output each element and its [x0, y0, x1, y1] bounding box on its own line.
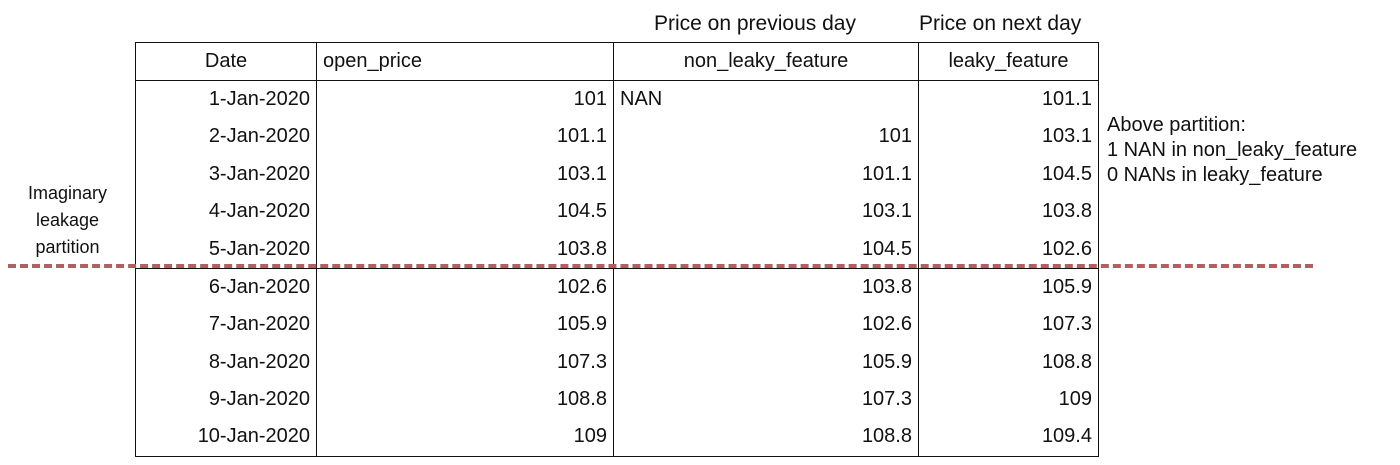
date-cell: 5-Jan-2020 [135, 230, 317, 269]
table-row: 5-Jan-2020 103.8 104.5 102.6 [135, 230, 1099, 269]
date-cell: 9-Jan-2020 [135, 380, 317, 419]
non-leaky-feature-cell: 108.8 [613, 418, 919, 457]
open-price-cell: 105.9 [316, 305, 614, 344]
table-header-row: Date open_price non_leaky_feature leaky_… [135, 42, 1099, 81]
non-leaky-feature-cell: 102.6 [613, 305, 919, 344]
open-price-cell: 102.6 [316, 267, 614, 306]
table-row: 7-Jan-2020 105.9 102.6 107.3 [135, 305, 1099, 344]
date-cell: 6-Jan-2020 [135, 267, 317, 306]
date-cell: 3-Jan-2020 [135, 155, 317, 193]
note-line: 1 NAN in non_leaky_feature [1107, 139, 1358, 161]
table-row: 3-Jan-2020 103.1 101.1 104.5 [135, 155, 1099, 193]
table-row: 8-Jan-2020 107.3 105.9 108.8 [135, 343, 1099, 381]
table-row: 6-Jan-2020 102.6 103.8 105.9 [135, 267, 1099, 306]
open-price-cell: 107.3 [316, 343, 614, 381]
non-leaky-feature-cell: 107.3 [613, 380, 919, 419]
leaky-feature-cell: 101.1 [918, 80, 1099, 118]
leaky-feature-cell: 109.4 [918, 418, 1099, 457]
open-price-cell: 101.1 [316, 117, 614, 156]
partition-label: Imaginary leakage partition [20, 180, 115, 261]
date-cell: 2-Jan-2020 [135, 117, 317, 156]
open-price-cell: 108.8 [316, 380, 614, 419]
table-row: 10-Jan-2020 109 108.8 109.4 [135, 418, 1099, 457]
leaky-feature-cell: 109 [918, 380, 1099, 419]
non-leaky-feature-cell: 101.1 [613, 155, 919, 193]
open-price-cell: 104.5 [316, 192, 614, 231]
note-line: Above partition: [1107, 114, 1246, 136]
partition-note: Above partition: 1 NAN in non_leaky_feat… [1107, 113, 1357, 188]
table-row: 1-Jan-2020 101 NAN 101.1 [135, 80, 1099, 118]
non-leaky-feature-cell: 103.8 [613, 267, 919, 306]
non-leaky-feature-cell: 105.9 [613, 343, 919, 381]
column-header-date: Date [135, 42, 317, 81]
non-leaky-feature-cell: 104.5 [613, 230, 919, 269]
previous-day-label: Price on previous day [654, 12, 856, 35]
leaky-feature-cell: 105.9 [918, 267, 1099, 306]
note-line: 0 NANs in leaky_feature [1107, 164, 1323, 186]
column-header-open-price: open_price [316, 42, 614, 81]
table-row: 4-Jan-2020 104.5 103.1 103.8 [135, 192, 1099, 231]
date-cell: 4-Jan-2020 [135, 192, 317, 231]
date-cell: 10-Jan-2020 [135, 418, 317, 457]
open-price-cell: 109 [316, 418, 614, 457]
date-cell: 7-Jan-2020 [135, 305, 317, 344]
column-header-leaky-feature: leaky_feature [918, 42, 1099, 81]
non-leaky-feature-cell: 103.1 [613, 192, 919, 231]
leaky-feature-cell: 108.8 [918, 343, 1099, 381]
next-day-label: Price on next day [919, 12, 1082, 35]
open-price-cell: 103.1 [316, 155, 614, 193]
open-price-cell: 101 [316, 80, 614, 118]
leaky-feature-cell: 104.5 [918, 155, 1099, 193]
partition-label-line: partition [35, 237, 100, 257]
partition-label-line: Imaginary [27, 183, 108, 203]
partition-label-line: leakage [35, 210, 100, 230]
leaky-feature-cell: 103.1 [918, 117, 1099, 156]
date-cell: 1-Jan-2020 [135, 80, 317, 118]
leaky-feature-cell: 103.8 [918, 192, 1099, 231]
non-leaky-feature-cell: 101 [613, 117, 919, 156]
open-price-cell: 103.8 [316, 230, 614, 269]
price-table: Date open_price non_leaky_feature leaky_… [135, 42, 1099, 457]
table-row: 9-Jan-2020 108.8 107.3 109 [135, 380, 1099, 419]
non-leaky-feature-cell: NAN [613, 80, 919, 118]
leaky-feature-cell: 102.6 [918, 230, 1099, 269]
leakage-partition-line [8, 264, 1313, 268]
column-header-non-leaky-feature: non_leaky_feature [613, 42, 919, 81]
date-cell: 8-Jan-2020 [135, 343, 317, 381]
leaky-feature-cell: 107.3 [918, 305, 1099, 344]
table-row: 2-Jan-2020 101.1 101 103.1 [135, 117, 1099, 156]
